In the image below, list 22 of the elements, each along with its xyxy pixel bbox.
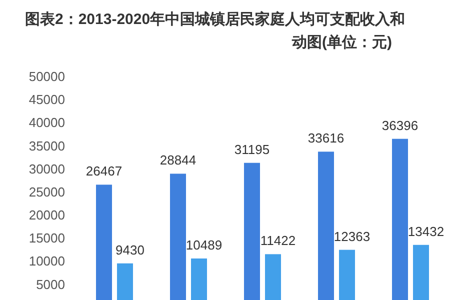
data-label: 31195 [234, 142, 270, 157]
y-tick-label: 25000 [28, 184, 65, 200]
data-label: 11422 [260, 233, 296, 248]
chart-subtitle: 动图(单位：元) [291, 34, 392, 51]
chart-title: 图表2：2013-2020年中国城镇居民家庭人均可支配收入和 [25, 10, 406, 28]
data-label: 33616 [308, 130, 344, 146]
data-label: 28844 [160, 152, 196, 168]
y-tick-label: 40000 [28, 115, 65, 130]
y-tick-label: 50000 [28, 69, 65, 84]
data-label: 9430 [116, 242, 144, 258]
data-label: 36396 [382, 118, 418, 133]
y-tick-label: 35000 [28, 138, 65, 154]
data-label: 26467 [86, 164, 122, 179]
y-tick-label: 10000 [28, 254, 65, 269]
data-label: 12363 [334, 228, 370, 244]
y-tick-label: 45000 [28, 92, 65, 108]
data-label: 13432 [408, 224, 444, 239]
y-tick-label: 5000 [36, 276, 65, 292]
y-tick-label: 20000 [28, 208, 65, 223]
y-tick-label: 30000 [28, 161, 65, 176]
y-tick-label: 15000 [28, 230, 65, 246]
data-label: 10489 [186, 237, 222, 252]
